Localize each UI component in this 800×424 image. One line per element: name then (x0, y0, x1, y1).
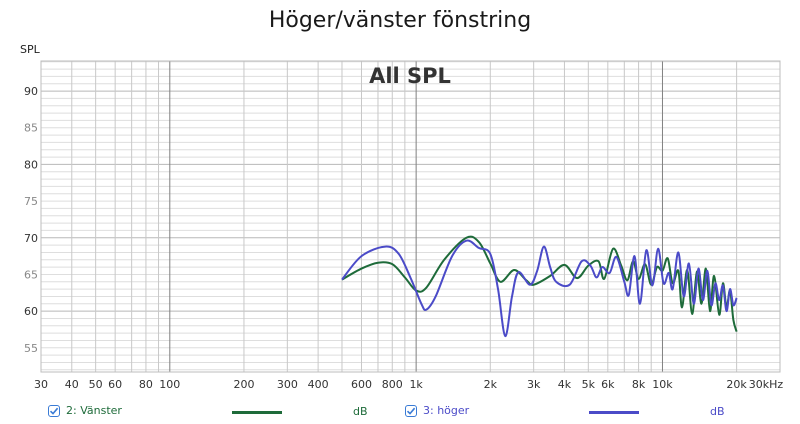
svg-text:60: 60 (108, 378, 122, 391)
y-axis-label: SPL (20, 43, 40, 56)
svg-text:80: 80 (24, 158, 38, 171)
svg-text:5k: 5k (582, 378, 596, 391)
svg-text:30: 30 (34, 378, 48, 391)
svg-text:55: 55 (24, 342, 38, 355)
svg-text:90: 90 (24, 85, 38, 98)
plot-border (40, 60, 781, 373)
svg-text:30kHz: 30kHz (749, 378, 784, 391)
svg-text:800: 800 (382, 378, 403, 391)
all-spl-annotation: All SPL (369, 64, 451, 88)
check-icon (406, 407, 416, 415)
legend-label-vanster: 2: Vänster (66, 404, 122, 417)
chart-title: Höger/vänster fönstring (268, 8, 532, 33)
svg-text:6k: 6k (601, 378, 615, 391)
legend-unit-vanster: dB (353, 405, 368, 418)
x-tick-labels: 30 40 50 60 80 100 200 300 400 600 800 1k 2k 3k 4k 5k 6k… (34, 378, 783, 391)
svg-text:85: 85 (24, 122, 38, 135)
legend-item-vanster[interactable]: 2: Vänster (48, 404, 122, 417)
svg-text:400: 400 (308, 378, 329, 391)
svg-text:50: 50 (89, 378, 103, 391)
svg-text:10k: 10k (652, 378, 673, 391)
svg-text:2k: 2k (484, 378, 498, 391)
svg-text:1k: 1k (409, 378, 423, 391)
svg-text:60: 60 (24, 305, 38, 318)
svg-text:80: 80 (139, 378, 153, 391)
svg-text:65: 65 (24, 268, 38, 281)
svg-text:8k: 8k (632, 378, 646, 391)
checkbox-hoger[interactable] (405, 404, 417, 417)
svg-text:200: 200 (233, 378, 254, 391)
legend-unit-hoger: dB (710, 405, 725, 418)
legend-item-hoger[interactable]: 3: höger (405, 404, 469, 417)
checkbox-vanster[interactable] (48, 404, 60, 417)
y-tick-labels: 55 60 65 70 75 80 85 90 (24, 85, 38, 355)
check-icon (49, 407, 59, 415)
svg-text:40: 40 (65, 378, 79, 391)
legend-swatch-vanster (232, 411, 282, 414)
grid-lines (41, 61, 780, 372)
legend-swatch-hoger (589, 411, 639, 414)
data-series (341, 235, 738, 338)
series-vanster-line (341, 235, 738, 332)
svg-text:600: 600 (351, 378, 372, 391)
svg-text:4k: 4k (558, 378, 572, 391)
svg-text:75: 75 (24, 195, 38, 208)
legend-label-hoger: 3: höger (423, 404, 470, 417)
svg-text:70: 70 (24, 232, 38, 245)
svg-text:20k: 20k (726, 378, 747, 391)
svg-text:300: 300 (277, 378, 298, 391)
series-hoger-line (341, 239, 738, 338)
svg-text:100: 100 (159, 378, 180, 391)
svg-text:3k: 3k (527, 378, 541, 391)
